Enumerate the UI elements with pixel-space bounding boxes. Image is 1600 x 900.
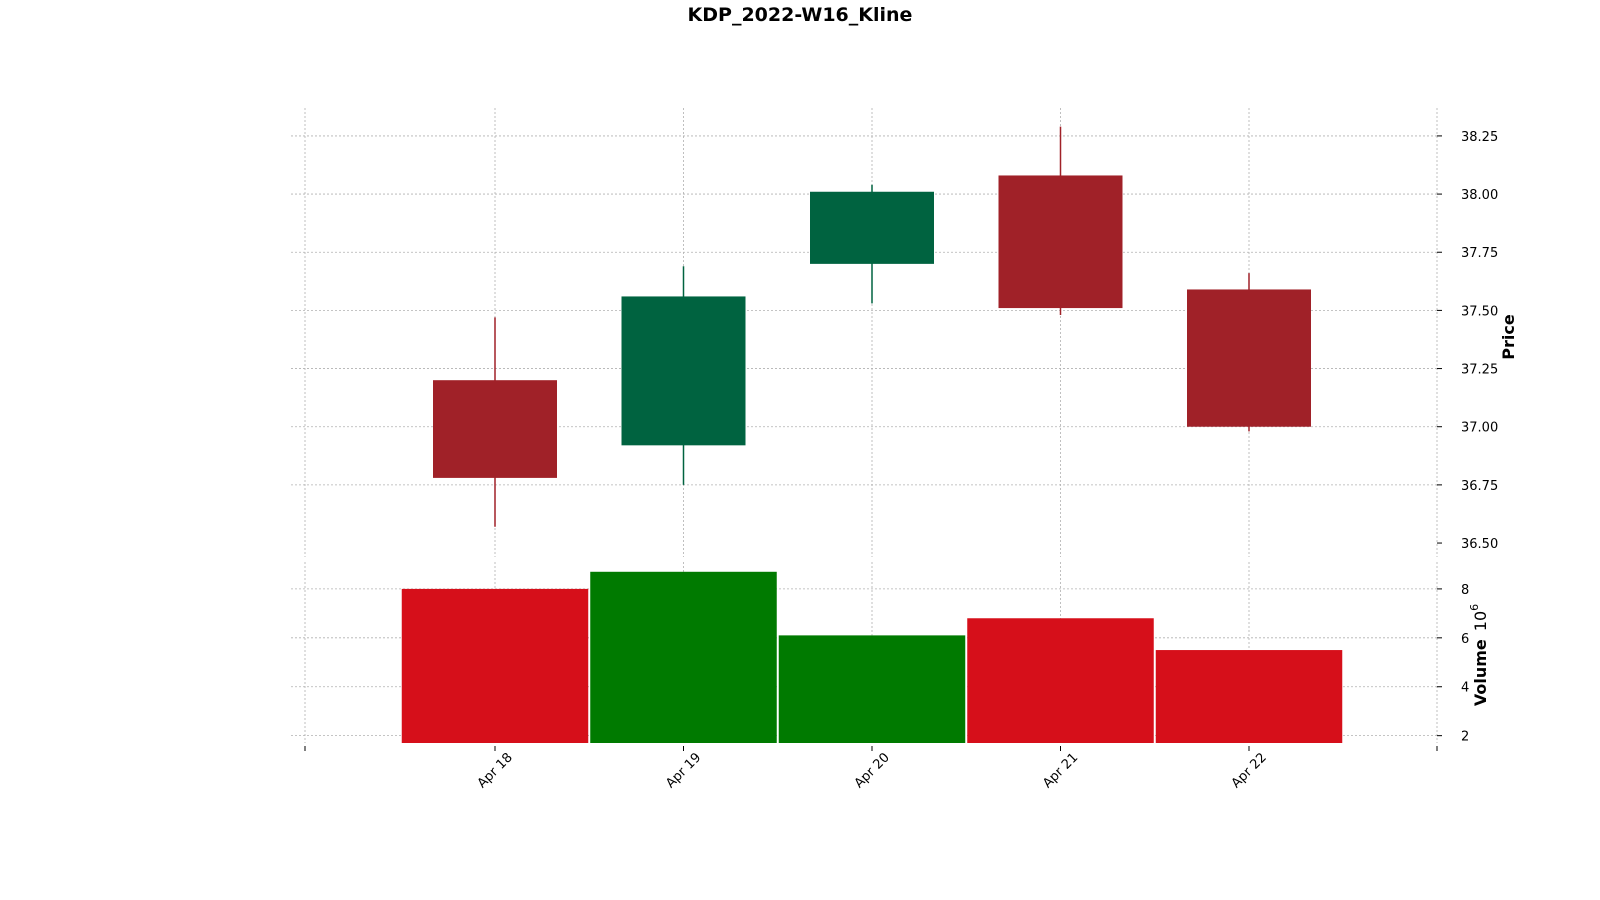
x-tick-label: Apr 20 [852, 750, 893, 791]
volume-tick-label: 2 [1461, 730, 1469, 745]
price-axis-label: Price [1499, 314, 1518, 360]
price-tick-label: 36.50 [1461, 537, 1498, 552]
candles [433, 126, 1311, 527]
volume-bar [401, 588, 589, 743]
price-tick-label: 36.75 [1461, 479, 1498, 494]
volume-tick-label: 4 [1461, 681, 1469, 696]
candle-body [810, 191, 934, 264]
candle-body [1187, 289, 1311, 427]
volume-axis-label: Volume106 [1468, 604, 1490, 706]
x-tick-label: Apr 19 [663, 750, 704, 791]
x-tick-label: Apr 21 [1040, 750, 1081, 791]
price-tick-label: 37.00 [1461, 421, 1498, 436]
volume-tick-label: 6 [1461, 632, 1469, 647]
price-tick-label: 38.00 [1461, 188, 1498, 203]
price-tick-label: 37.25 [1461, 363, 1498, 378]
volume-bar [778, 635, 966, 743]
volume-bars [401, 571, 1343, 743]
volume-bar [967, 618, 1154, 743]
chart-title: KDP_2022-W16_Kline [687, 4, 913, 26]
volume-bar [590, 571, 777, 743]
x-tick-label: Apr 18 [475, 750, 516, 791]
price-tick-label: 37.75 [1461, 246, 1498, 261]
price-tick-label: 38.25 [1461, 130, 1498, 145]
candle-body [621, 296, 746, 446]
x-tick-label: Apr 22 [1229, 750, 1270, 791]
price-tick-label: 37.50 [1461, 304, 1498, 319]
candle-body [433, 380, 557, 478]
volume-tick-label: 8 [1461, 583, 1469, 598]
volume-bar [1155, 650, 1343, 743]
candle-body [998, 175, 1123, 309]
